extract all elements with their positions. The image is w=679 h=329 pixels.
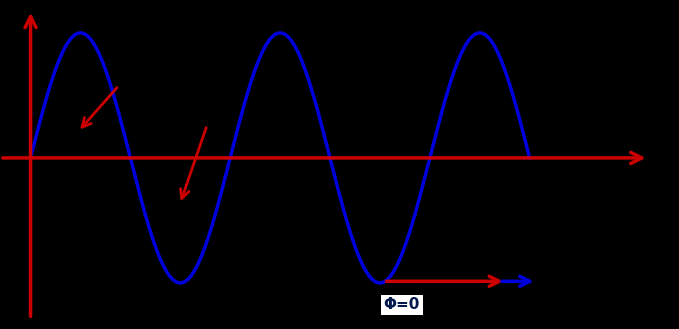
- Text: Φ=0: Φ=0: [384, 297, 420, 312]
